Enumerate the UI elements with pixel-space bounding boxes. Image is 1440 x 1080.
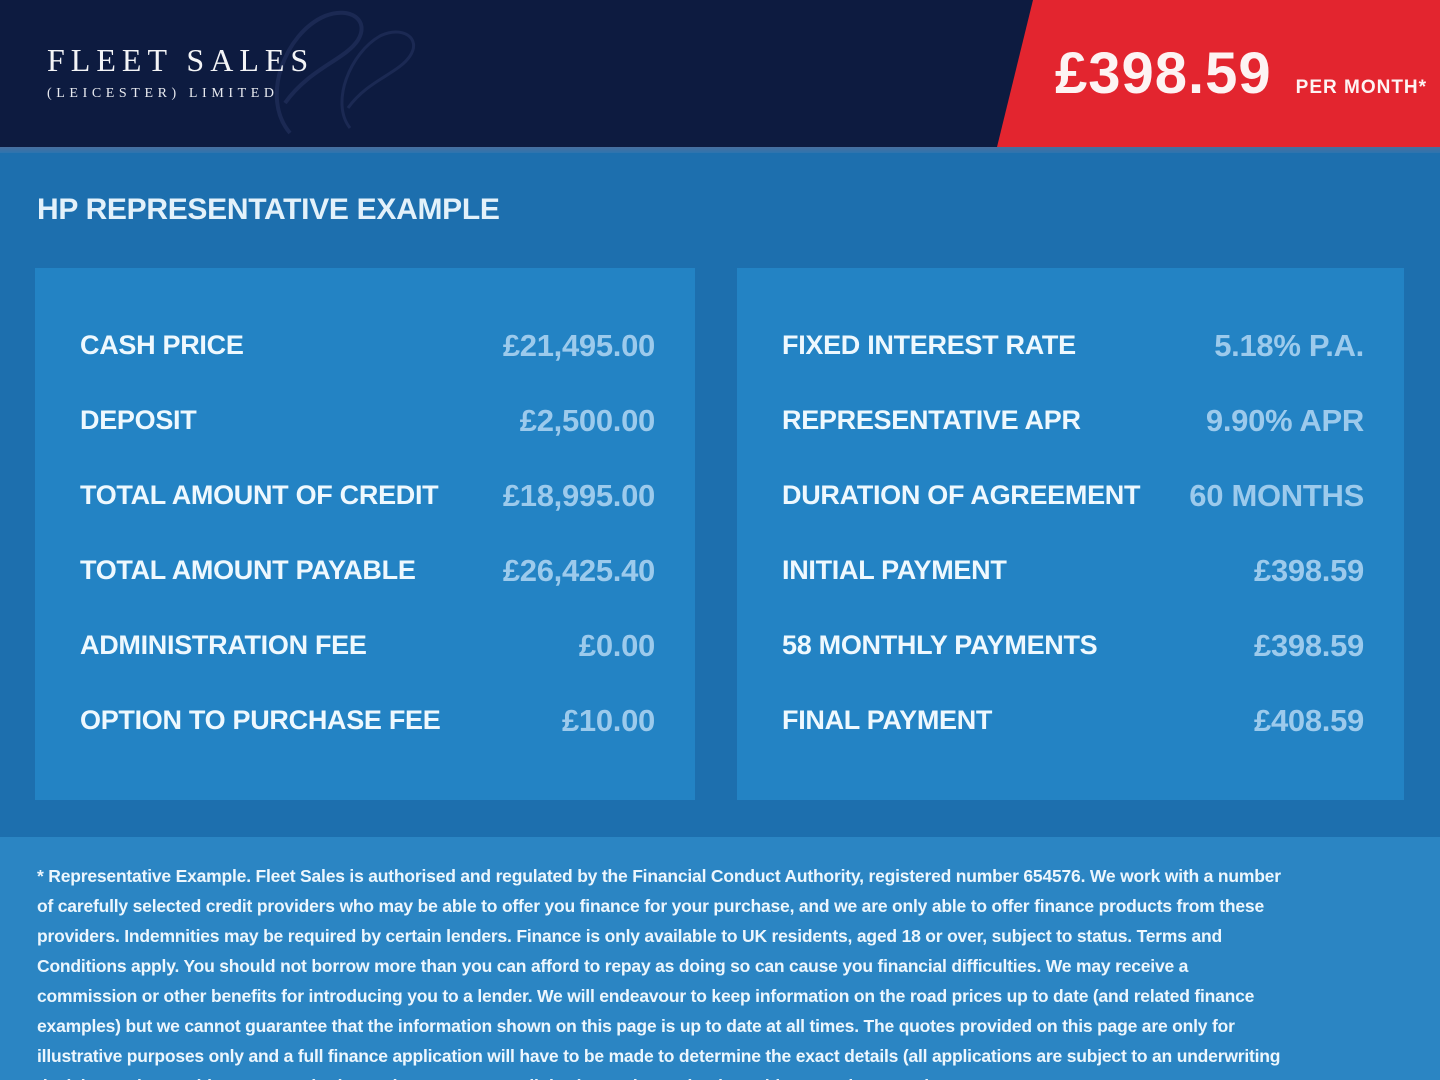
header: FLEET SALES (LEICESTER) LIMITED £398.59 … [0, 0, 1440, 147]
company-name: FLEET SALES [47, 42, 315, 78]
monthly-price-group: £398.59 PER MONTH* [997, 40, 1428, 106]
row-value: £0.00 [578, 627, 655, 663]
row-value: 5.18% P.A. [1214, 327, 1364, 363]
legal-disclaimer: * Representative Example. Fleet Sales is… [37, 866, 1281, 1080]
row-value: £408.59 [1254, 702, 1364, 738]
finance-row-option-to-purchase-fee: OPTION TO PURCHASE FEE £10.00 [80, 683, 655, 758]
row-label: TOTAL AMOUNT OF CREDIT [80, 480, 439, 510]
monthly-price-amount: £398.59 [1055, 40, 1272, 106]
finance-row-duration: DURATION OF AGREEMENT 60 MONTHS [782, 458, 1364, 533]
row-label: INITIAL PAYMENT [782, 555, 1007, 585]
page-title: HP REPRESENTATIVE EXAMPLE [37, 193, 500, 226]
monthly-price-suffix: PER MONTH* [1295, 76, 1428, 98]
row-value: £398.59 [1254, 627, 1364, 663]
row-label: 58 MONTHLY PAYMENTS [782, 630, 1098, 660]
finance-row-cash-price: CASH PRICE £21,495.00 [80, 308, 655, 383]
row-value: 60 MONTHS [1189, 477, 1364, 513]
row-label: ADMINISTRATION FEE [80, 630, 367, 660]
row-value: £18,995.00 [502, 477, 655, 513]
row-label: CASH PRICE [80, 330, 244, 360]
row-label: FIXED INTEREST RATE [782, 330, 1076, 360]
row-label: REPRESENTATIVE APR [782, 405, 1081, 435]
finance-row-admin-fee: ADMINISTRATION FEE £0.00 [80, 608, 655, 683]
row-label: DEPOSIT [80, 405, 197, 435]
row-value: £10.00 [561, 702, 655, 738]
row-value: £2,500.00 [519, 402, 656, 438]
finance-panel-left: CASH PRICE £21,495.00 DEPOSIT £2,500.00 … [35, 268, 695, 800]
row-value: £26,425.40 [502, 552, 655, 588]
row-value: 9.90% APR [1205, 402, 1364, 438]
header-separator [0, 147, 1440, 153]
finance-row-deposit: DEPOSIT £2,500.00 [80, 383, 655, 458]
row-label: DURATION OF AGREEMENT [782, 480, 1141, 510]
finance-row-monthly-payments: 58 MONTHLY PAYMENTS £398.59 [782, 608, 1364, 683]
company-logo: FLEET SALES (LEICESTER) LIMITED [47, 42, 314, 102]
finance-row-total-payable: TOTAL AMOUNT PAYABLE £26,425.40 [80, 533, 655, 608]
monthly-price-banner: £398.59 PER MONTH* [997, 0, 1440, 147]
footer: * Representative Example. Fleet Sales is… [0, 837, 1440, 1080]
row-label: OPTION TO PURCHASE FEE [80, 705, 441, 735]
finance-row-representative-apr: REPRESENTATIVE APR 9.90% APR [782, 383, 1364, 458]
finance-row-final-payment: FINAL PAYMENT £408.59 [782, 683, 1364, 758]
row-value: £398.59 [1254, 552, 1364, 588]
finance-row-initial-payment: INITIAL PAYMENT £398.59 [782, 533, 1364, 608]
company-name-secondary: (LEICESTER) LIMITED [47, 86, 279, 101]
main-content: HP REPRESENTATIVE EXAMPLE CASH PRICE £21… [0, 153, 1440, 837]
row-value: £21,495.00 [502, 327, 655, 363]
finance-row-total-credit: TOTAL AMOUNT OF CREDIT £18,995.00 [80, 458, 655, 533]
row-label: TOTAL AMOUNT PAYABLE [80, 555, 416, 585]
row-label: FINAL PAYMENT [782, 705, 993, 735]
finance-row-fixed-interest-rate: FIXED INTEREST RATE 5.18% P.A. [782, 308, 1364, 383]
finance-panel-right: FIXED INTEREST RATE 5.18% P.A. REPRESENT… [737, 268, 1404, 800]
